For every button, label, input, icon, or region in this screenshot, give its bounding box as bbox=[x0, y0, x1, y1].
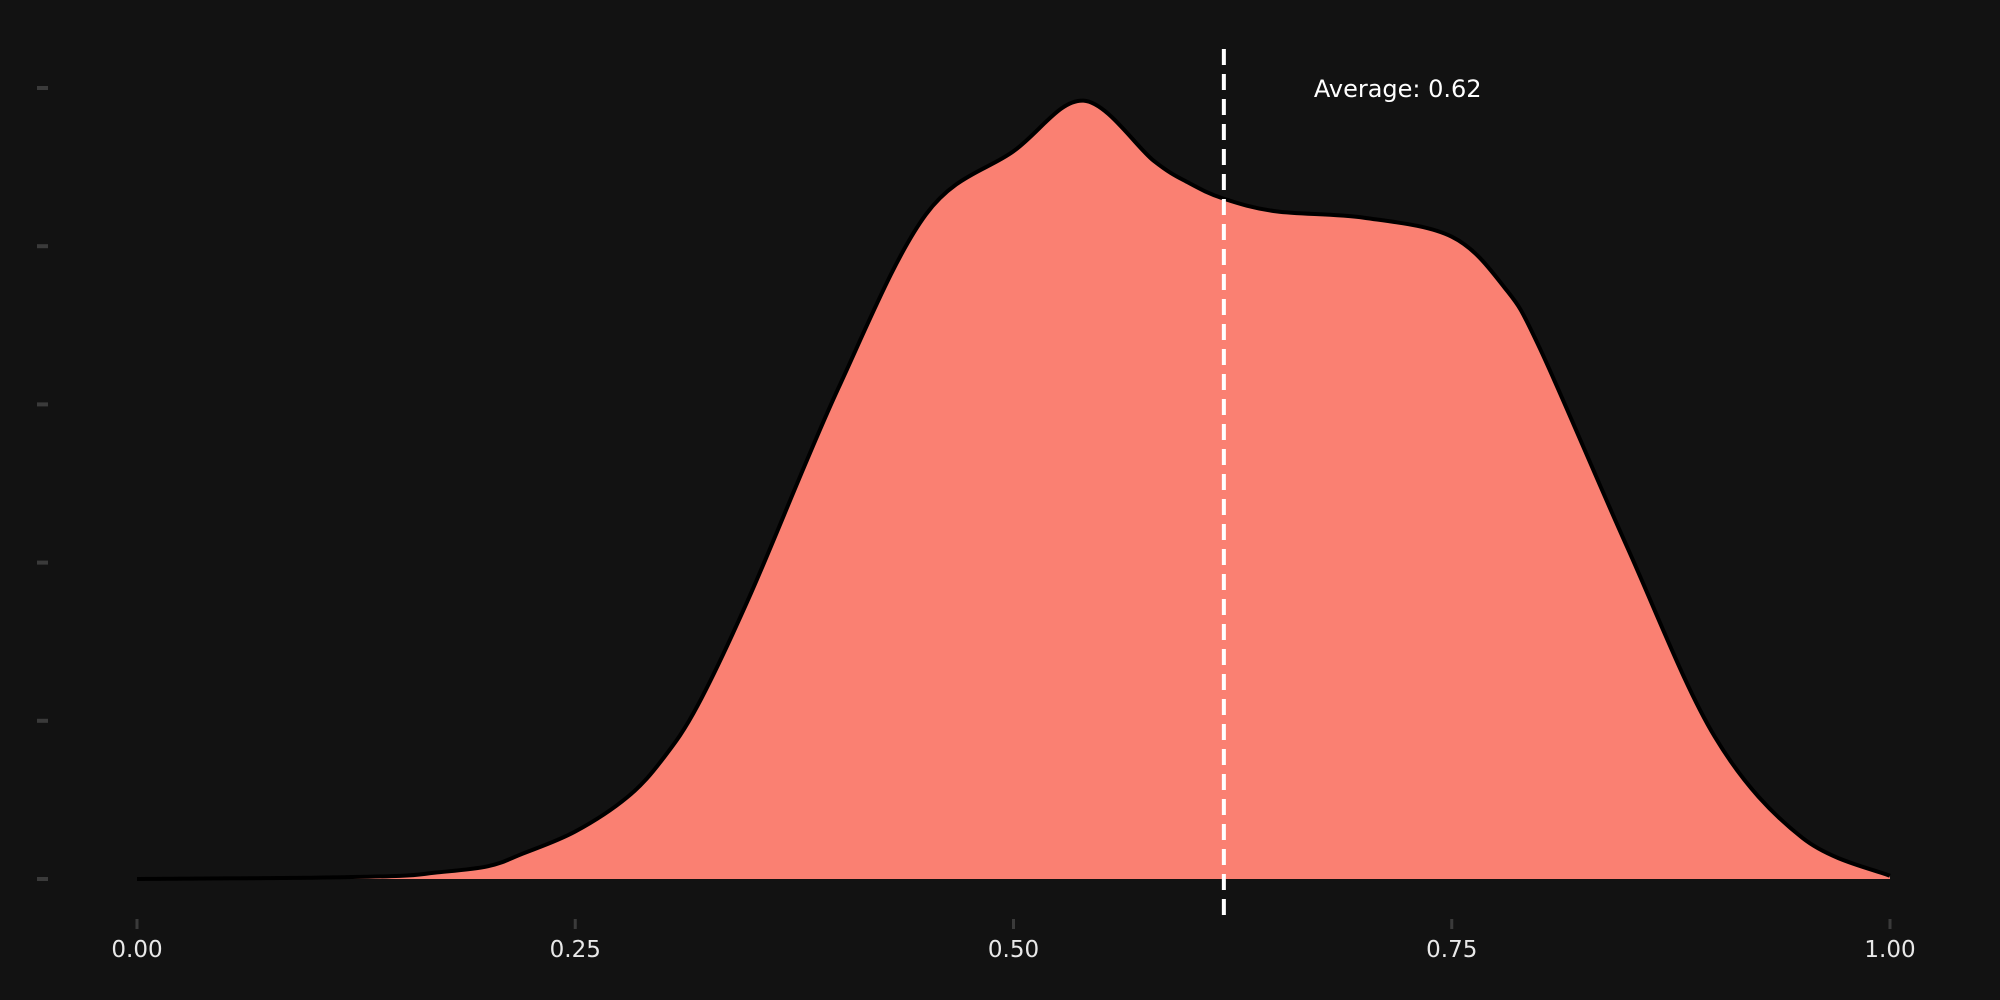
x-tick-label: 0.50 bbox=[988, 937, 1039, 963]
x-tick-label: 0.00 bbox=[111, 937, 162, 963]
x-tick-label: 0.75 bbox=[1426, 937, 1477, 963]
average-label: Average: 0.62 bbox=[1314, 75, 1482, 103]
y-axis-ticks bbox=[37, 86, 48, 881]
x-axis: 0.00 0.25 0.50 0.75 1.00 bbox=[111, 919, 1916, 963]
density-outline bbox=[136, 98, 1891, 881]
x-tick-label: 0.25 bbox=[550, 937, 601, 963]
x-tick-label: 1.00 bbox=[1864, 937, 1915, 963]
density-area bbox=[137, 100, 1890, 879]
